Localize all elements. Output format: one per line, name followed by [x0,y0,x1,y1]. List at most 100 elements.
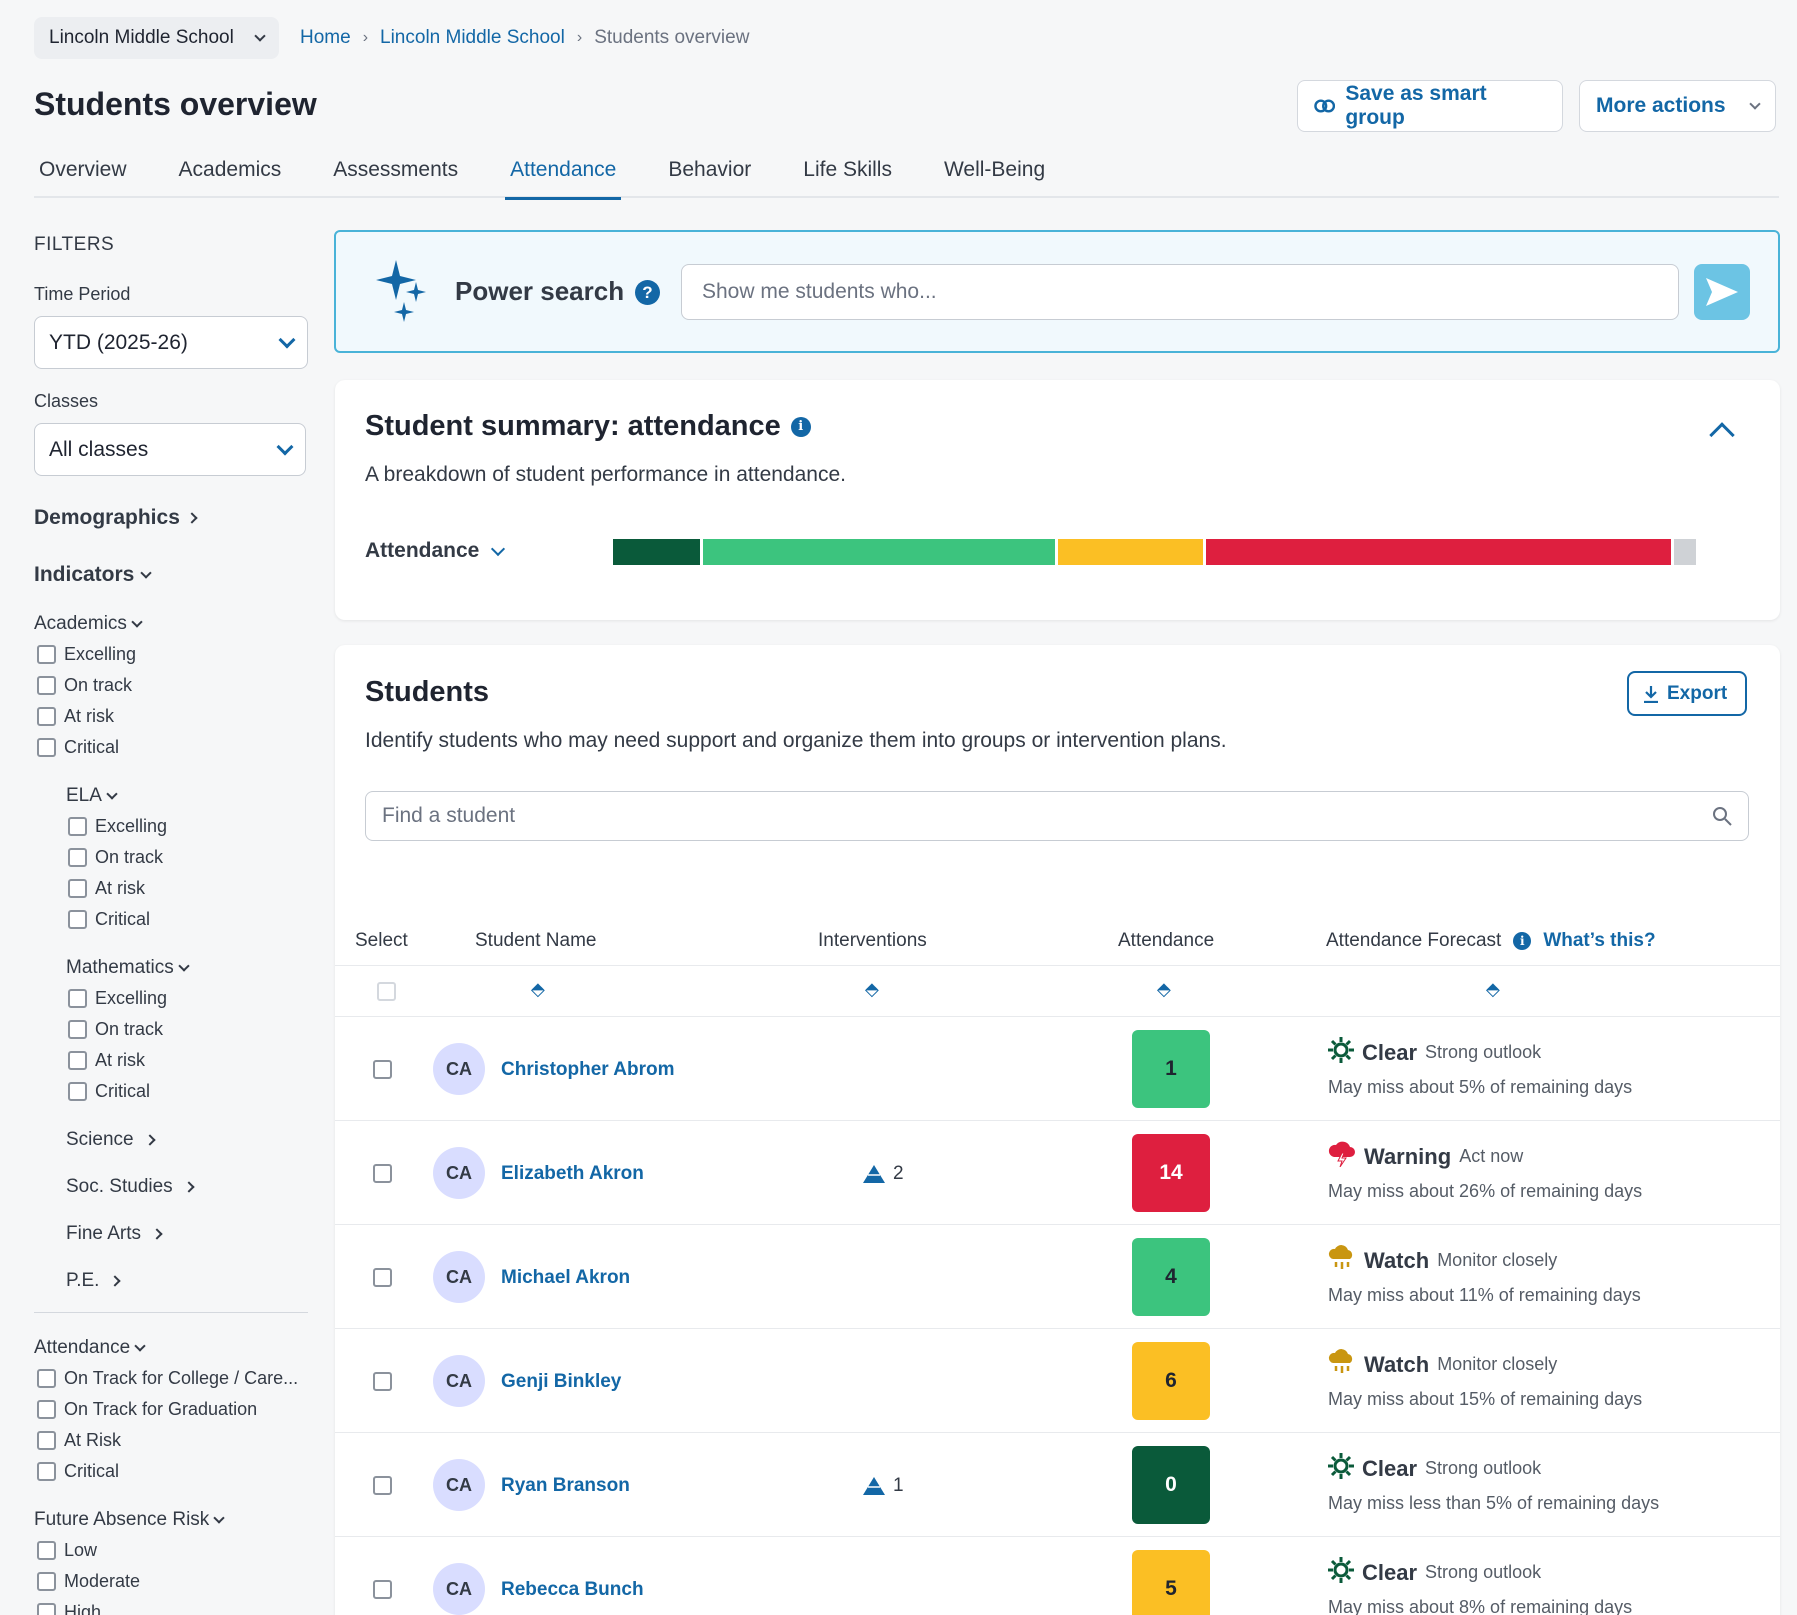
filter-option[interactable]: High [37,1597,140,1615]
interventions-count[interactable]: 1 [863,1475,904,1497]
breadcrumb-school[interactable]: Lincoln Middle School [380,27,565,48]
checkbox[interactable] [37,1603,56,1615]
row-checkbox[interactable] [373,1164,392,1183]
checkbox[interactable] [68,1051,87,1070]
forecast-status: Clear [1362,1039,1418,1065]
filter-option[interactable]: At risk [68,1045,167,1076]
checkbox[interactable] [37,1369,56,1388]
checkbox[interactable] [37,1541,56,1560]
filter-option[interactable]: On track [68,842,167,873]
filter-option[interactable]: On Track for College / Care... [37,1363,298,1394]
checkbox[interactable] [37,645,56,664]
science-toggle[interactable]: Science [66,1129,156,1151]
attendance-filter-toggle[interactable]: Attendance [34,1337,146,1359]
ela-toggle[interactable]: ELA [66,785,118,807]
mathematics-toggle[interactable]: Mathematics [66,957,190,979]
checkbox[interactable] [68,817,87,836]
row-checkbox[interactable] [373,1060,392,1079]
future-absence-toggle[interactable]: Future Absence Risk [34,1509,225,1531]
academics-toggle[interactable]: Academics [34,613,143,635]
checkbox[interactable] [68,910,87,929]
tab-attendance[interactable]: Attendance [505,150,622,200]
classes-select[interactable]: All classes [34,423,306,476]
checkbox[interactable] [37,1462,56,1481]
tab-academics[interactable]: Academics [178,158,282,181]
row-checkbox[interactable] [373,1372,392,1391]
filter-option[interactable]: At risk [68,873,167,904]
filter-option[interactable]: Critical [37,732,136,763]
checkbox[interactable] [37,676,56,695]
sort-name-icon[interactable]: ⬘ [531,979,545,999]
checkbox[interactable] [37,1400,56,1419]
power-search-input[interactable]: Show me students who... [681,264,1679,320]
whats-this-link[interactable]: What’s this? [1543,930,1656,951]
checkbox[interactable] [68,848,87,867]
filter-option[interactable]: Low [37,1535,140,1566]
checkbox[interactable] [68,1020,87,1039]
pe-toggle[interactable]: P.E. [66,1270,122,1292]
school-selector[interactable]: Lincoln Middle School [34,17,279,59]
select-all-checkbox[interactable] [377,982,396,1001]
tab-overview[interactable]: Overview [39,158,127,181]
filter-option[interactable]: Excelling [68,983,167,1014]
fine-arts-toggle[interactable]: Fine Arts [66,1223,163,1245]
student-name-link[interactable]: Rebecca Bunch [501,1579,644,1600]
checkbox[interactable] [68,1082,87,1101]
student-name-link[interactable]: Christopher Abrom [501,1059,675,1080]
student-name-link[interactable]: Genji Binkley [501,1371,622,1392]
info-icon[interactable]: i [1513,932,1532,950]
forecast-detail: May miss about 11% of remaining days [1328,1285,1641,1305]
math-options: Excelling On track At risk Critical [68,983,167,1107]
save-smart-group-button[interactable]: Save as smart group [1297,80,1563,132]
interventions-count[interactable]: 2 [863,1163,904,1185]
row-checkbox[interactable] [373,1580,392,1599]
checkbox[interactable] [37,738,56,757]
filter-option[interactable]: At Risk [37,1425,298,1456]
filter-option[interactable]: Excelling [68,811,167,842]
tab-well-being[interactable]: Well-Being [943,158,1046,181]
student-name-link[interactable]: Michael Akron [501,1267,631,1288]
tab-behavior[interactable]: Behavior [668,158,752,181]
checkbox[interactable] [68,989,87,1008]
checkbox[interactable] [68,879,87,898]
summary-description: A breakdown of student performance in at… [365,463,846,486]
send-button[interactable] [1694,264,1750,320]
sort-attendance-icon[interactable]: ⬘ [1157,979,1171,999]
student-name-link[interactable]: Ryan Branson [501,1475,630,1496]
filter-option[interactable]: On Track for Graduation [37,1394,298,1425]
academics-options: Excelling On track At risk Critical [37,639,136,763]
more-actions-button[interactable]: More actions [1579,80,1776,132]
breadcrumb-home[interactable]: Home [300,27,351,48]
filter-option[interactable]: Critical [68,1076,167,1107]
filter-option[interactable]: At risk [37,701,136,732]
attendance-badge: 4 [1132,1238,1210,1316]
checkbox[interactable] [37,1572,56,1591]
export-button[interactable]: Export [1627,671,1747,716]
filter-option[interactable]: Critical [68,904,167,935]
option-label: On Track for College / Care... [64,1368,299,1388]
soc-studies-toggle[interactable]: Soc. Studies [66,1176,195,1198]
checkbox[interactable] [37,1431,56,1450]
sort-forecast-icon[interactable]: ⬘ [1486,979,1500,999]
tab-life-skills[interactable]: Life Skills [803,158,892,181]
student-name-link[interactable]: Elizabeth Akron [501,1163,644,1184]
filter-option[interactable]: On track [68,1014,167,1045]
info-icon[interactable]: i [790,416,811,437]
attendance-metric-select[interactable]: Attendance [365,539,506,563]
indicators-toggle[interactable]: Indicators [34,563,153,587]
time-period-select[interactable]: YTD (2025-26) [34,316,308,369]
forecast-status: Clear [1362,1559,1418,1585]
demographics-toggle[interactable]: Demographics [34,506,198,530]
filter-option[interactable]: Moderate [37,1566,140,1597]
row-checkbox[interactable] [373,1476,392,1495]
link-rings-icon [1314,99,1336,113]
row-checkbox[interactable] [373,1268,392,1287]
tab-assessments[interactable]: Assessments [333,158,459,181]
checkbox[interactable] [37,707,56,726]
sort-interventions-icon[interactable]: ⬘ [865,979,879,999]
help-icon[interactable]: ? [635,280,660,305]
find-student-input[interactable]: Find a student [365,791,1749,841]
filter-option[interactable]: On track [37,670,136,701]
filter-option[interactable]: Critical [37,1456,298,1487]
filter-option[interactable]: Excelling [37,639,136,670]
